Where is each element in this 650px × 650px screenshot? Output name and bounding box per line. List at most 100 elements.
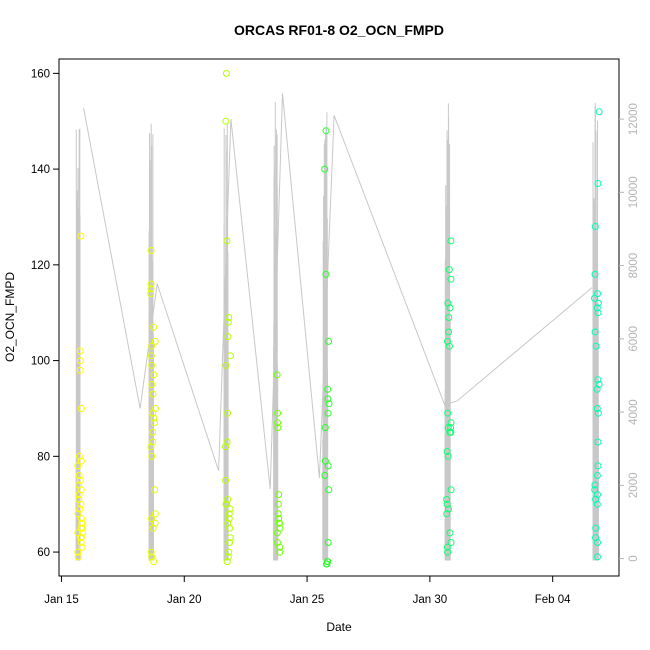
data-point xyxy=(593,472,601,479)
data-point xyxy=(223,237,231,245)
data-point xyxy=(150,414,158,422)
data-point xyxy=(147,352,155,360)
data-point xyxy=(592,342,600,350)
data-point xyxy=(74,462,82,470)
data-point xyxy=(225,510,233,518)
data-point xyxy=(443,495,451,503)
data-point xyxy=(591,294,598,302)
y-tick-label: 80 xyxy=(37,451,50,463)
y2-tick-label: 4000 xyxy=(628,399,640,425)
data-point xyxy=(222,443,229,451)
data-point xyxy=(325,486,333,494)
data-point xyxy=(444,452,452,460)
data-point xyxy=(147,548,155,556)
data-point xyxy=(274,419,282,427)
data-point xyxy=(276,548,284,556)
data-point xyxy=(77,405,85,412)
data-point xyxy=(77,534,85,542)
data-point xyxy=(324,395,332,403)
data-point xyxy=(147,247,155,254)
x-axis: Jan 15 Jan 20 Jan 25 Jan 30 Feb 04 xyxy=(44,575,571,606)
data-point xyxy=(447,237,455,245)
altitude-trace-transit-line xyxy=(83,93,593,490)
data-point xyxy=(75,472,83,479)
data-point xyxy=(322,127,330,135)
data-point xyxy=(594,376,602,384)
data-point xyxy=(222,69,230,77)
data-point xyxy=(148,381,156,388)
data-point xyxy=(593,405,601,412)
data-point xyxy=(77,524,85,532)
x-axis-label: Date xyxy=(326,620,352,634)
data-point xyxy=(75,491,83,499)
y-axis-label: O2_OCN_FMPD xyxy=(3,272,17,362)
data-point xyxy=(147,443,155,451)
data-point xyxy=(593,500,601,508)
data-point xyxy=(445,266,453,274)
data-point xyxy=(151,510,159,518)
data-point xyxy=(76,347,84,355)
data-point xyxy=(322,270,330,278)
data-point xyxy=(446,304,454,312)
data-point xyxy=(226,505,234,513)
data-point xyxy=(446,529,454,537)
data-point xyxy=(77,457,85,465)
data-point xyxy=(149,438,157,446)
data-point xyxy=(322,560,330,568)
data-point xyxy=(324,462,332,470)
data-point xyxy=(325,337,333,345)
data-point xyxy=(226,534,234,542)
data-point xyxy=(447,486,455,494)
data-point xyxy=(224,495,232,503)
data-point xyxy=(321,424,329,432)
data-point xyxy=(447,539,455,546)
data-point xyxy=(443,543,451,551)
data-point xyxy=(276,543,284,551)
y-tick-label: 160 xyxy=(31,68,50,80)
data-point xyxy=(591,481,599,489)
data-point xyxy=(225,515,233,523)
data-point xyxy=(446,342,453,350)
data-point xyxy=(77,232,85,240)
data-point xyxy=(324,539,332,546)
data-point xyxy=(147,280,155,288)
data-point xyxy=(324,385,332,393)
data-point xyxy=(321,472,329,479)
data-point xyxy=(594,553,601,561)
data-point xyxy=(447,424,455,432)
data-points-layer xyxy=(74,69,603,568)
data-point xyxy=(225,314,233,321)
data-point xyxy=(74,510,82,518)
data-point xyxy=(275,519,283,527)
data-point xyxy=(274,510,282,518)
data-point xyxy=(148,452,156,460)
data-point xyxy=(74,553,82,561)
y2-tick-label: 2000 xyxy=(628,473,640,499)
data-point xyxy=(151,337,159,345)
data-point xyxy=(76,357,84,365)
data-point xyxy=(592,524,600,532)
data-point xyxy=(591,223,599,230)
data-point xyxy=(444,409,452,417)
data-point xyxy=(444,548,452,556)
data-point xyxy=(273,371,281,379)
data-point xyxy=(147,290,155,298)
chart-title: ORCAS RF01-8 O2_OCN_FMPD xyxy=(234,22,444,38)
y-tick-label: 140 xyxy=(31,164,50,176)
data-point xyxy=(226,352,234,360)
y-tick-label: 100 xyxy=(31,356,50,368)
data-point xyxy=(148,342,156,350)
data-point xyxy=(150,371,158,379)
data-point xyxy=(224,553,232,561)
data-point xyxy=(224,409,232,417)
data-point xyxy=(274,424,282,432)
data-point xyxy=(274,500,282,508)
data-point xyxy=(223,500,231,508)
data-point xyxy=(223,438,231,446)
data-point xyxy=(149,409,157,417)
data-point xyxy=(148,553,156,561)
data-point xyxy=(275,515,283,523)
data-point xyxy=(594,409,602,417)
data-point xyxy=(149,428,157,436)
